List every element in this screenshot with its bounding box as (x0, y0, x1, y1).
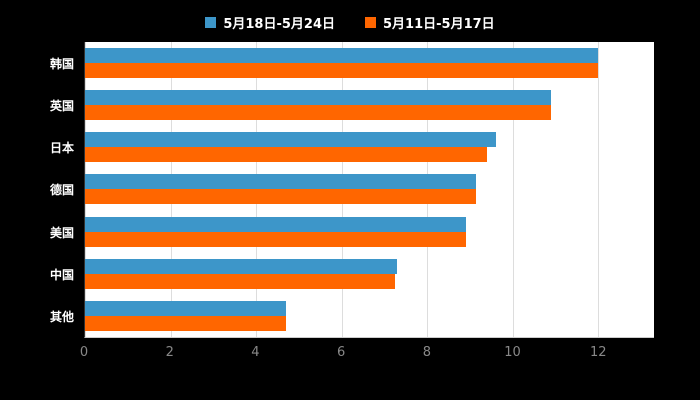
legend-item-1[interactable]: 5月11日-5月17日 (365, 13, 495, 32)
bar-group (85, 126, 654, 168)
category-label: 德国 (49, 183, 74, 198)
bar (85, 258, 398, 274)
bar-group (85, 84, 654, 126)
bar (85, 48, 599, 64)
x-axis: 0 2 4 6 8 10 12 (80, 338, 654, 366)
chart-body: 韩国英国日本德国美国中国其他 (0, 42, 700, 338)
bar (85, 216, 466, 232)
gridline (598, 42, 600, 337)
legend-label: 5月11日-5月17日 (383, 16, 495, 32)
bar (85, 90, 552, 106)
bar (85, 189, 477, 205)
category-label: 韩国 (49, 56, 74, 71)
bar (85, 105, 552, 121)
bar-group (85, 295, 654, 337)
bar (85, 63, 599, 79)
category-label: 中国 (49, 268, 74, 283)
x-tick-label: 2 (165, 345, 174, 360)
legend-label: 5月18日-5月24日 (223, 16, 335, 32)
x-tick-label: 10 (504, 345, 521, 360)
bar-group (85, 211, 654, 253)
x-tick-label: 8 (422, 345, 431, 360)
bar (85, 300, 287, 316)
category-label: 日本 (49, 141, 74, 156)
bar-group (85, 42, 654, 84)
bar (85, 132, 496, 148)
bar-rows (85, 42, 654, 337)
plot-area (84, 42, 654, 338)
category-label: 英国 (49, 98, 74, 113)
category-label: 其他 (49, 310, 74, 325)
bar-group (85, 253, 654, 295)
x-tick-label: 12 (590, 345, 607, 360)
bar (85, 147, 488, 163)
gridline (512, 42, 514, 337)
x-tick-label: 4 (251, 345, 260, 360)
bar (85, 174, 477, 190)
chart-legend: 5月18日-5月24日 5月11日-5月17日 (0, 0, 700, 38)
bar (85, 315, 287, 331)
bar (85, 231, 466, 247)
category-axis: 韩国英国日本德国美国中国其他 (0, 42, 84, 338)
x-tick-label: 0 (79, 345, 89, 360)
x-tick-label: 6 (337, 345, 346, 360)
bar-group (85, 168, 654, 210)
category-label: 美国 (49, 225, 74, 240)
bar (85, 273, 396, 289)
legend-swatch-icon (205, 16, 217, 28)
legend-swatch-icon (365, 16, 376, 28)
legend-item-0[interactable]: 5月18日-5月24日 (205, 13, 335, 32)
